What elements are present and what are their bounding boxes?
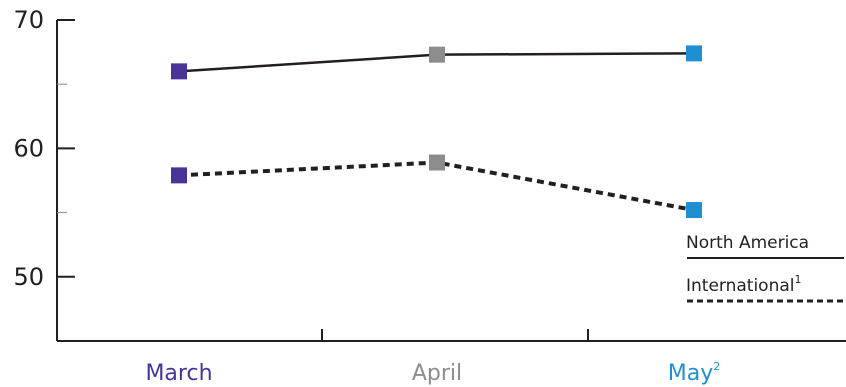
data-point-marker <box>686 202 702 219</box>
chart-axes: 50 60 70 <box>13 6 846 342</box>
data-point-marker <box>171 63 187 80</box>
series-north-america <box>171 45 702 80</box>
y-tick-label: 50 <box>13 263 44 291</box>
legend-label: North America <box>686 233 809 253</box>
y-tick-label: 70 <box>13 6 44 34</box>
y-tick-label: 60 <box>13 134 44 162</box>
data-point-marker <box>429 154 445 171</box>
legend-label: International1 <box>686 273 802 296</box>
series-layer <box>171 45 702 219</box>
axis-labels: March April May2 <box>145 360 720 386</box>
x-category-label: April <box>412 361 462 386</box>
legend: North America International1 <box>686 233 844 303</box>
data-point-marker <box>171 167 187 184</box>
x-category-label: May2 <box>668 360 720 386</box>
series-international <box>171 154 702 219</box>
data-point-marker <box>686 45 702 62</box>
data-point-marker <box>429 46 445 63</box>
x-category-label: March <box>145 361 212 386</box>
